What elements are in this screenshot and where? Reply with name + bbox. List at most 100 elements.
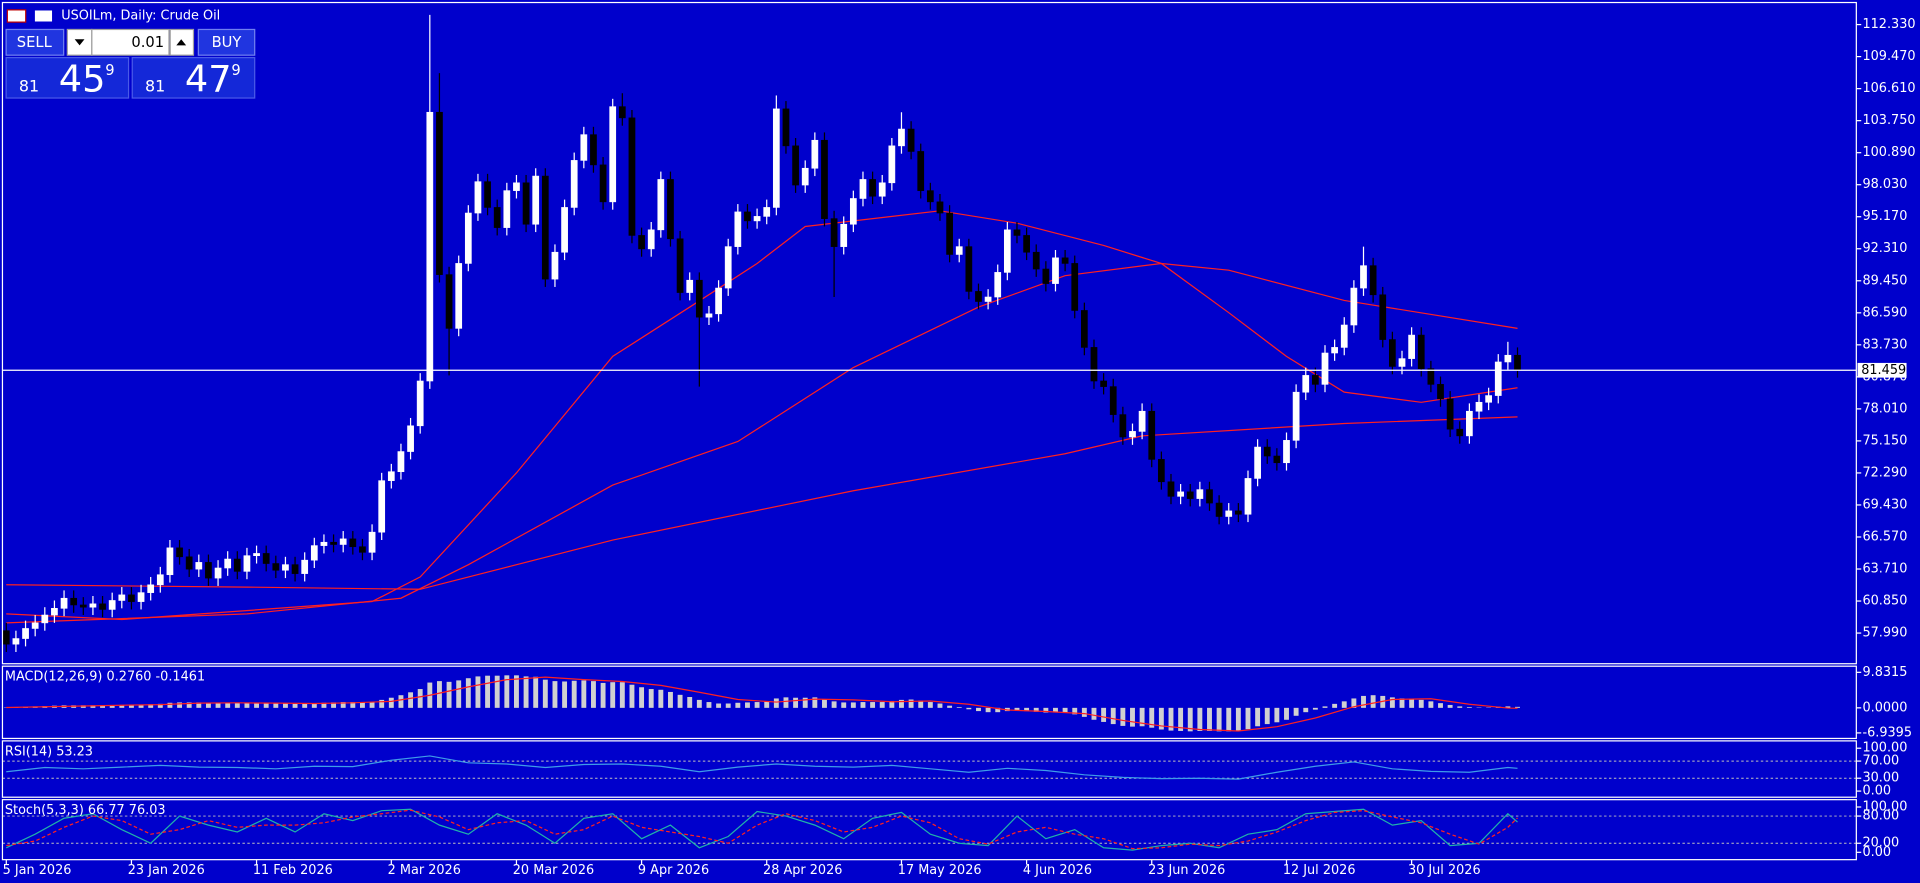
macd-bar: [408, 692, 414, 708]
macd-bar: [1389, 697, 1395, 708]
x-tick-label: 5 Jan 2026: [3, 863, 72, 878]
candle-body: [205, 562, 212, 579]
candle-body: [917, 151, 925, 191]
macd-bar: [369, 702, 375, 708]
indicator-line: [6, 676, 1518, 732]
candle-body: [1157, 459, 1165, 483]
candle-body: [368, 531, 376, 553]
macd-bar: [956, 707, 962, 708]
macd-bar: [446, 681, 452, 708]
candle-body: [387, 471, 395, 481]
y-tick-label: 20.00: [1862, 836, 1899, 851]
candle-body: [436, 111, 443, 275]
macd-bar: [205, 702, 211, 708]
macd-bar: [1341, 701, 1347, 708]
lot-input[interactable]: [91, 28, 170, 56]
candle-body: [859, 179, 867, 199]
candle-body: [484, 181, 491, 208]
candle-body: [262, 553, 270, 564]
macd-bar: [128, 704, 134, 708]
y-tick-label: 63.710: [1862, 562, 1907, 577]
macd-bar: [186, 702, 192, 708]
macd-bar: [870, 702, 876, 708]
macd-bar: [215, 702, 221, 708]
candle-body: [792, 145, 799, 186]
macd-bar: [658, 689, 664, 708]
y-tick-label: 103.750: [1862, 113, 1915, 128]
macd-bar: [148, 704, 154, 708]
candle-body: [176, 547, 183, 558]
macd-bar: [1418, 699, 1424, 708]
candle-body: [1446, 398, 1454, 430]
sell-button[interactable]: [5, 28, 65, 56]
macd-bar: [504, 675, 510, 708]
sell-price-main: 45: [59, 57, 106, 100]
macd-bar: [1120, 707, 1126, 726]
candle-body: [397, 451, 405, 473]
macd-bar: [234, 703, 240, 708]
sell-price-box[interactable]: [5, 57, 130, 99]
candle-body: [984, 296, 992, 302]
macd-bar: [244, 702, 250, 708]
candle-body: [551, 251, 559, 280]
candle-body: [676, 238, 684, 293]
last-price-label: 81.459: [1861, 363, 1906, 378]
y-tick-label: 57.990: [1862, 626, 1907, 641]
macd-bar: [581, 680, 587, 708]
candle-body: [1196, 489, 1204, 499]
candle-body: [301, 559, 309, 574]
macd-bar: [899, 699, 904, 708]
candle-body: [695, 279, 703, 318]
macd-bar: [1014, 707, 1020, 711]
macd-bar: [417, 689, 423, 708]
macd-bar: [995, 707, 1001, 713]
y-tick-label: 98.030: [1862, 177, 1907, 192]
candle-body: [1408, 334, 1415, 359]
macd-bar: [1284, 707, 1289, 720]
buy-button[interactable]: [197, 28, 256, 56]
macd-bar: [1091, 707, 1097, 720]
y-tick-label: 83.730: [1862, 337, 1907, 352]
candle-body: [1504, 354, 1512, 363]
macd-bar: [398, 695, 404, 708]
macd-bar: [302, 703, 308, 708]
macd-bar: [436, 681, 442, 708]
candle-body: [147, 584, 155, 593]
macd-bar: [600, 682, 606, 708]
candle-body: [840, 223, 848, 247]
macd-bar: [254, 702, 260, 708]
candle-body: [580, 134, 588, 161]
buy-price-box[interactable]: [131, 57, 256, 99]
candle-body: [763, 207, 771, 217]
y-tick-label: 70.00: [1862, 754, 1899, 769]
macd-bar: [735, 702, 741, 708]
candle-body: [310, 545, 318, 561]
candle-body: [926, 190, 934, 203]
candle-body: [1109, 386, 1117, 415]
macd-bar: [668, 691, 673, 708]
macd-bar: [1216, 707, 1222, 732]
candle-body: [407, 425, 414, 452]
candle-body: [60, 597, 68, 609]
candle-body: [1148, 410, 1156, 460]
candle-body: [1485, 395, 1492, 403]
candle-body: [455, 263, 463, 329]
candle-body: [1167, 481, 1175, 497]
macd-bar: [1197, 707, 1203, 731]
macd-bar: [119, 704, 125, 708]
indicator-line: [6, 416, 1518, 590]
y-tick-label: 109.470: [1862, 49, 1915, 64]
macd-bar: [157, 703, 163, 708]
lot-down[interactable]: [66, 28, 93, 56]
macd-bar: [1447, 704, 1453, 708]
candle-body: [1437, 384, 1444, 400]
candle-body: [541, 175, 549, 280]
macd-bar: [311, 703, 317, 708]
macd-bar: [109, 705, 115, 708]
chart-title: USOILm, Daily: Crude Oil: [61, 8, 220, 23]
y-tick-label: 75.150: [1862, 433, 1907, 448]
trade-panel: SELL 0.01 BUY 81 45 9 81 47 9: [5, 28, 256, 100]
macd-bar: [1207, 707, 1212, 731]
candle-body: [426, 111, 434, 382]
macd-bar: [619, 682, 625, 708]
